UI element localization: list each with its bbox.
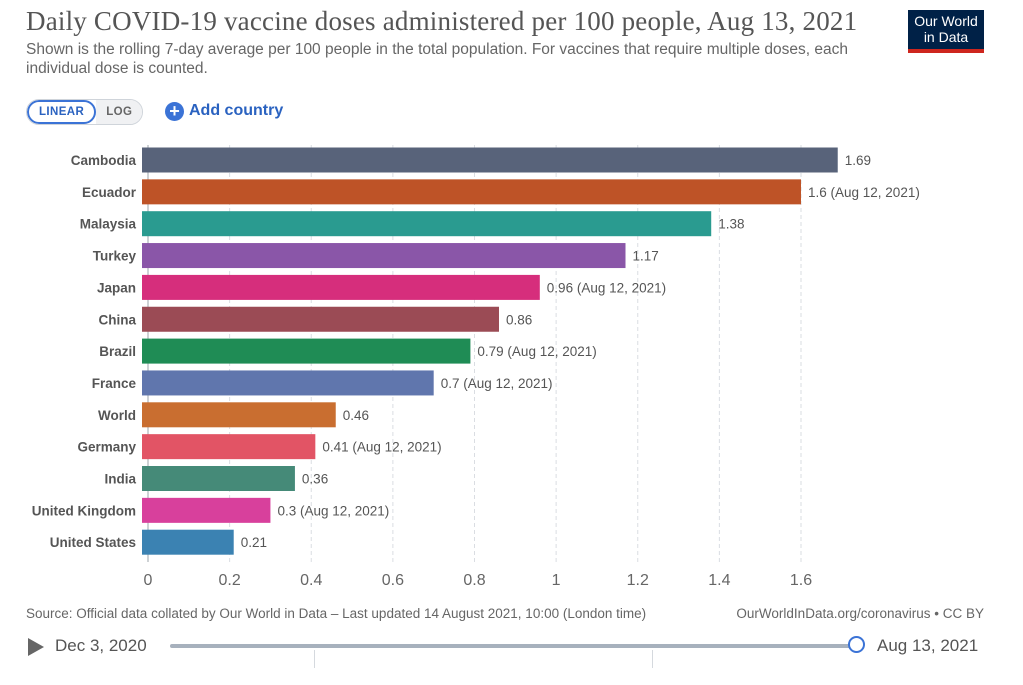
category-label: Brazil <box>99 344 136 359</box>
timeline: Dec 3, 2020 Aug 13, 2021 <box>0 628 1023 668</box>
value-label: 0.46 <box>343 408 369 423</box>
bar <box>142 211 712 237</box>
x-tick-label: 0 <box>144 572 153 589</box>
category-label: India <box>104 472 136 487</box>
owid-logo[interactable]: Our World in Data <box>908 10 984 53</box>
category-label: China <box>98 312 136 327</box>
bar <box>142 370 434 396</box>
category-label: France <box>92 376 137 391</box>
value-label: 0.41 (Aug 12, 2021) <box>322 440 441 455</box>
logo-line-1: Our World <box>914 13 978 29</box>
x-tick-label: 0.2 <box>219 572 241 589</box>
value-label: 0.21 <box>241 535 267 550</box>
value-label: 1.17 <box>633 249 659 264</box>
bar <box>142 243 626 269</box>
play-icon[interactable] <box>28 638 44 656</box>
chart-subtitle: Shown is the rolling 7-day average per 1… <box>26 41 848 77</box>
category-label: Germany <box>77 440 136 455</box>
bar <box>142 306 499 332</box>
bar <box>142 402 336 428</box>
x-tick-label: 1 <box>552 572 561 589</box>
value-label: 1.69 <box>845 153 871 168</box>
category-label: Japan <box>97 280 136 295</box>
add-country-button[interactable]: + Add country <box>165 99 283 123</box>
scale-toggle: LINEAR LOG <box>26 99 144 125</box>
source-link[interactable]: OurWorldInData.org/coronavirus • CC BY <box>736 606 984 621</box>
logo-line-2: in Data <box>923 29 969 45</box>
timeline-start-date: Dec 3, 2020 <box>55 636 147 655</box>
bar-chart: Cambodia 1.69 Ecuador 1.6 (Aug 12, 2021) Mal… <box>32 145 920 589</box>
plus-circle-icon: + <box>165 101 184 121</box>
category-label: World <box>98 408 136 423</box>
value-label: 0.86 <box>506 312 532 327</box>
timeline-tick <box>652 650 653 668</box>
bar <box>142 434 316 460</box>
bar <box>142 529 234 555</box>
x-tick-label: 1.4 <box>708 572 730 589</box>
category-label: Malaysia <box>80 217 137 232</box>
x-tick-label: 1.2 <box>627 572 649 589</box>
value-label: 0.7 (Aug 12, 2021) <box>441 376 553 391</box>
timeline-tick <box>314 650 315 668</box>
value-label: 0.3 (Aug 12, 2021) <box>277 503 389 518</box>
category-label: United States <box>50 535 136 550</box>
value-label: 1.6 (Aug 12, 2021) <box>808 185 920 200</box>
value-label: 1.38 <box>718 217 744 232</box>
linear-scale-button[interactable]: LINEAR <box>27 100 97 124</box>
bar <box>142 466 295 491</box>
bar <box>142 338 471 364</box>
add-country-label: Add country <box>189 102 284 119</box>
timeline-ticks <box>170 650 858 668</box>
value-label: 0.36 <box>302 472 328 487</box>
value-label: 0.96 (Aug 12, 2021) <box>547 280 666 295</box>
category-label: United Kingdom <box>32 503 136 518</box>
bar <box>142 497 271 523</box>
x-tick-label: 1.6 <box>790 572 812 589</box>
x-tick-label: 0.8 <box>463 572 485 589</box>
source-note: Source: Official data collated by Our Wo… <box>26 606 647 621</box>
log-scale-button[interactable]: LOG <box>96 100 143 124</box>
bar <box>142 147 838 173</box>
category-label: Turkey <box>93 249 137 264</box>
timeline-handle[interactable] <box>848 636 865 653</box>
value-label: 0.79 (Aug 12, 2021) <box>477 344 596 359</box>
category-label: Cambodia <box>71 153 137 168</box>
x-tick-label: 0.4 <box>300 572 322 589</box>
timeline-track[interactable] <box>170 644 858 648</box>
chart-title: Daily COVID-19 vaccine doses administere… <box>26 6 858 36</box>
x-tick-label: 0.6 <box>382 572 404 589</box>
bar <box>142 274 540 300</box>
bar <box>142 179 801 205</box>
timeline-end-date: Aug 13, 2021 <box>877 636 979 655</box>
category-label: Ecuador <box>82 185 137 200</box>
